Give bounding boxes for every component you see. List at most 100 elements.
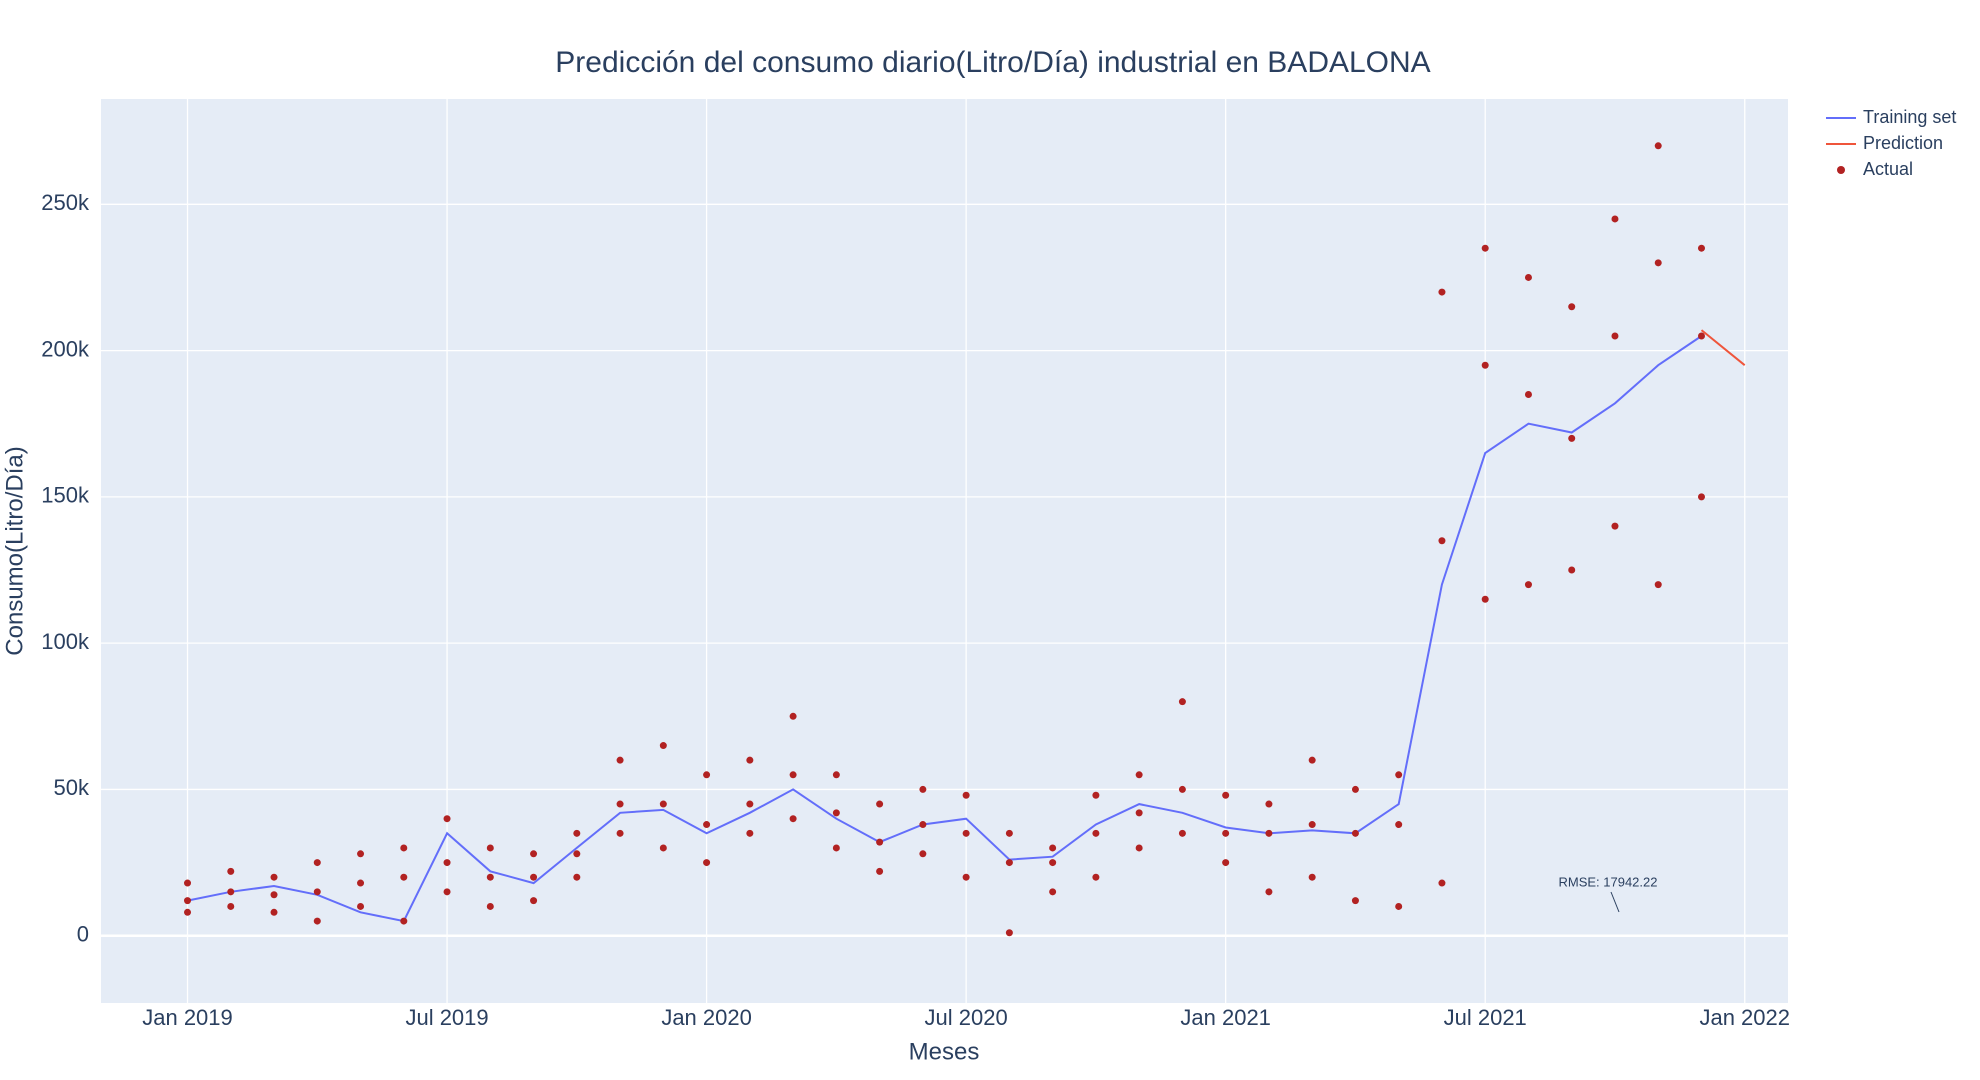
data-point: [486, 902, 494, 910]
series-line: [187, 335, 1703, 923]
data-point: [486, 844, 494, 852]
data-point: [746, 800, 754, 808]
data-point: [789, 712, 797, 720]
y-tick-label: 0: [77, 922, 89, 947]
data-point: [1308, 821, 1316, 829]
data-point: [1135, 844, 1143, 852]
data-point: [270, 891, 278, 899]
data-point: [1654, 142, 1662, 150]
data-point: [1395, 902, 1403, 910]
data-point: [1308, 756, 1316, 764]
data-point: [1568, 303, 1576, 311]
data-point: [1351, 785, 1359, 793]
data-point: [1438, 288, 1446, 296]
data-point: [789, 815, 797, 823]
marks: RMSE: 17942.22: [184, 142, 1746, 937]
data-point: [1351, 897, 1359, 905]
data-point: [616, 829, 624, 837]
data-point: [270, 908, 278, 916]
data-point: [1697, 244, 1705, 252]
series-line: [1700, 329, 1746, 366]
plot-area: [101, 99, 1788, 1003]
data-point: [1178, 785, 1186, 793]
x-tick-label: Jan 2021: [1180, 1005, 1271, 1030]
y-tick-label: 250k: [41, 190, 90, 215]
data-point: [1222, 859, 1230, 867]
annotation: RMSE: 17942.22: [1558, 874, 1657, 889]
data-point: [400, 844, 408, 852]
data-point: [1524, 581, 1532, 589]
data-point: [1654, 259, 1662, 267]
grid: 0 50k 100k 150k 200k 250k Jan 2019 Jul 2019 Jan …: [41, 99, 1790, 1030]
data-point: [962, 791, 970, 799]
data-point: [1481, 595, 1489, 603]
data-point: [530, 873, 538, 881]
data-point: [1481, 361, 1489, 369]
data-point: [1568, 566, 1576, 574]
data-point: [1135, 809, 1143, 817]
data-point: [962, 873, 970, 881]
data-point: [573, 850, 581, 858]
data-point: [443, 815, 451, 823]
data-point: [1222, 829, 1230, 837]
data-point: [400, 917, 408, 925]
data-point: [357, 879, 365, 887]
data-point: [1308, 873, 1316, 881]
data-point: [1351, 829, 1359, 837]
data-point: [1049, 844, 1057, 852]
x-tick-label: Jan 2020: [661, 1005, 752, 1030]
x-tick-label: Jan 2019: [142, 1005, 233, 1030]
data-point: [659, 742, 667, 750]
data-point: [270, 873, 278, 881]
data-point: [184, 879, 192, 887]
annotation-arrow: [1610, 891, 1620, 913]
data-point: [876, 867, 884, 875]
data-point: [1222, 791, 1230, 799]
data-point: [227, 867, 235, 875]
data-point: [1265, 800, 1273, 808]
data-point: [1438, 537, 1446, 545]
data-point: [832, 809, 840, 817]
data-point: [1092, 829, 1100, 837]
data-point: [703, 859, 711, 867]
y-tick-label: 150k: [41, 483, 90, 508]
data-point: [313, 917, 321, 925]
data-point: [573, 829, 581, 837]
data-point: [313, 888, 321, 896]
data-point: [1005, 829, 1013, 837]
data-point: [1611, 332, 1619, 340]
data-point: [573, 873, 581, 881]
x-tick-label: Jul 2019: [405, 1005, 488, 1030]
data-point: [616, 756, 624, 764]
data-point: [1438, 879, 1446, 887]
data-point: [530, 897, 538, 905]
data-point: [443, 888, 451, 896]
data-point: [659, 844, 667, 852]
data-point: [1611, 522, 1619, 530]
data-point: [1178, 829, 1186, 837]
data-point: [1265, 888, 1273, 896]
data-point: [1611, 215, 1619, 223]
data-point: [832, 771, 840, 779]
data-point: [184, 897, 192, 905]
legend: Training set Prediction Actual: [1826, 107, 1956, 179]
data-point: [1178, 698, 1186, 706]
legend-label: Training set: [1863, 107, 1956, 127]
x-tick-label: Jan 2022: [1699, 1005, 1790, 1030]
data-point: [1654, 581, 1662, 589]
data-point: [1395, 821, 1403, 829]
data-point: [1395, 771, 1403, 779]
data-point: [789, 771, 797, 779]
data-point: [1524, 390, 1532, 398]
data-point: [876, 838, 884, 846]
data-point: [486, 873, 494, 881]
data-point: [530, 850, 538, 858]
data-point: [1092, 873, 1100, 881]
data-point: [1481, 244, 1489, 252]
data-point: [1697, 332, 1705, 340]
x-tick-label: Jul 2020: [925, 1005, 1008, 1030]
data-point: [832, 844, 840, 852]
data-point: [227, 888, 235, 896]
